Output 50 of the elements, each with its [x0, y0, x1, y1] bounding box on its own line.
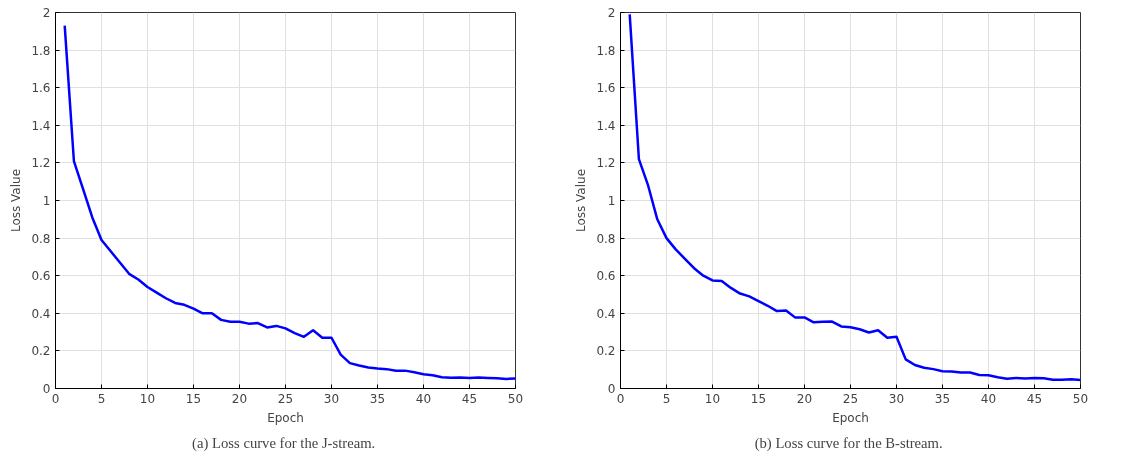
y-axis-title: Loss Value [574, 168, 589, 233]
x-tick-label: 30 [888, 391, 905, 406]
y-tick-label: 1 [607, 194, 616, 208]
y-tick-label: 1.8 [31, 43, 51, 58]
x-tick-label: 15 [750, 391, 767, 406]
x-tick-label: 50 [1072, 391, 1089, 406]
x-tick-label: 25 [277, 391, 294, 406]
x-tick-label: 25 [842, 391, 859, 406]
y-tick-label: 2 [607, 6, 616, 20]
y-tick-label: 1.2 [31, 156, 51, 171]
x-tick-label: 45 [461, 391, 478, 406]
text: (b) Loss curve for the B-stream. [754, 434, 943, 452]
y-axis-title: Loss Value [9, 168, 24, 233]
x-tick-label: 35 [369, 391, 386, 406]
x-tick-label: 20 [231, 391, 248, 406]
line-series [628, 13, 1081, 382]
x-axis-title: Epoch [267, 410, 304, 425]
x-tick-label: 40 [415, 391, 432, 406]
x-tick-label: 30 [323, 391, 340, 406]
y-tick-label: 1.6 [31, 81, 51, 96]
x-tick-label: 15 [185, 391, 202, 406]
y-tick-label: 0.2 [596, 344, 616, 359]
x-tick-label: 5 [662, 391, 671, 406]
y-tick-label: 0.2 [31, 344, 51, 359]
x-tick-label: 35 [934, 391, 951, 406]
y-tick-label: 1.4 [596, 118, 616, 133]
y-tick-label: 0 [607, 382, 616, 396]
text: (a) Loss curve for the J-stream. [192, 434, 376, 452]
y-tick-label: 0.6 [31, 269, 51, 284]
y-tick-label: 1.8 [596, 43, 616, 58]
y-tick-label: 1.4 [31, 118, 51, 133]
x-tick-label: 10 [704, 391, 721, 406]
y-tick-label: 2 [42, 6, 51, 20]
y-tick-label: 1.2 [596, 156, 616, 171]
y-tick-label: 0.6 [596, 269, 616, 284]
y-tick-label: 0.8 [596, 231, 616, 246]
x-tick-label: 10 [139, 391, 156, 406]
y-tick-label: 1 [42, 194, 51, 208]
x-axis-title: Epoch [832, 410, 869, 425]
y-tick-label: 0.4 [596, 306, 616, 321]
x-tick-label: 45 [1026, 391, 1043, 406]
x-tick-label: 5 [97, 391, 106, 406]
x-tick-label: 20 [796, 391, 813, 406]
line-series [63, 24, 516, 381]
y-tick-label: 0.8 [31, 231, 51, 246]
y-tick-label: 0 [42, 382, 51, 396]
y-tick-label: 0.4 [31, 306, 51, 321]
x-tick-label: 50 [507, 391, 524, 406]
x-tick-label: 40 [980, 391, 997, 406]
y-tick-label: 1.6 [596, 81, 616, 96]
